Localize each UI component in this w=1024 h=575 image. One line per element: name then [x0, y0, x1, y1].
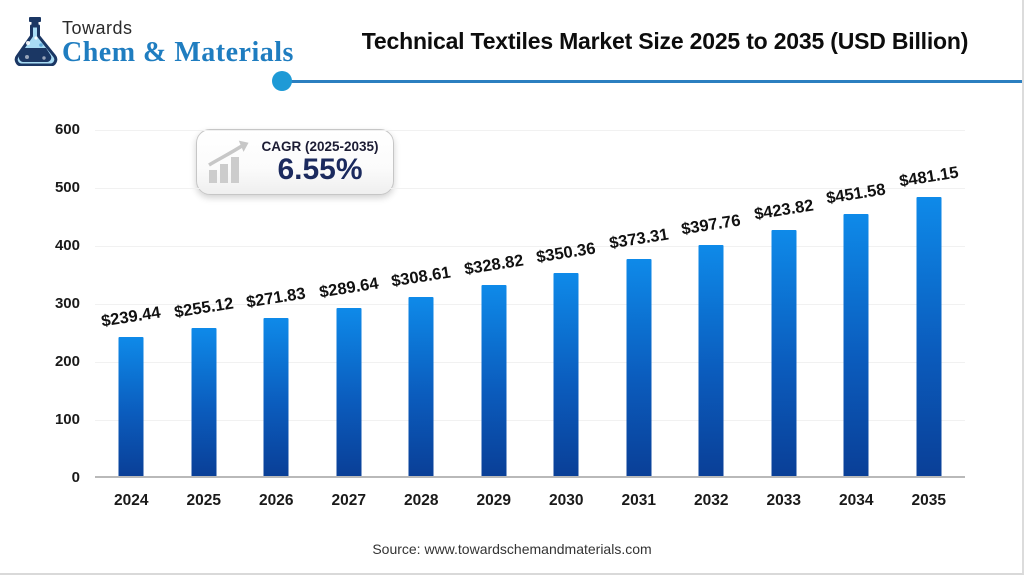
- x-axis-label: 2031: [621, 492, 656, 509]
- x-axis-label: 2029: [476, 492, 511, 509]
- gridline: [95, 130, 965, 131]
- bar: [843, 214, 869, 476]
- y-axis-label: 500: [54, 179, 80, 196]
- page-title: Technical Textiles Market Size 2025 to 2…: [361, 28, 969, 54]
- bar-column: $423.82 2033: [748, 130, 821, 509]
- source-text: Source: www.towardschemandmaterials.com: [372, 541, 652, 557]
- bar-value-label: $308.61: [390, 263, 453, 291]
- bar-value-label: $255.12: [172, 294, 235, 322]
- bar: [481, 285, 507, 476]
- bar: [698, 245, 724, 476]
- bar-value-label: $423.82: [752, 196, 815, 224]
- bar-value-label: $239.44: [100, 303, 163, 331]
- x-axis-label: 2035: [911, 492, 946, 509]
- x-axis-label: 2030: [549, 492, 584, 509]
- divider-dot: [272, 71, 292, 91]
- bar: [408, 297, 434, 476]
- bar-column: $255.12 2025: [168, 130, 241, 509]
- bar-value-label: $373.31: [607, 225, 670, 254]
- bar-value-label: $271.83: [245, 284, 308, 312]
- bar-value-label: $481.15: [897, 163, 960, 191]
- y-axis-label: 0: [71, 469, 80, 486]
- gridline: [95, 188, 965, 189]
- logo-towards-text: Towards: [62, 18, 133, 38]
- bar-value-label: $350.36: [535, 239, 598, 267]
- x-axis-label: 2026: [259, 492, 294, 509]
- cagr-label: CAGR (2025-2035): [261, 138, 379, 154]
- bar-column: $328.82 2029: [458, 130, 531, 509]
- cagr-value: 6.55%: [277, 152, 363, 186]
- bar-column: $350.36 2030: [530, 130, 603, 509]
- bar-value-label: $451.58: [825, 180, 888, 208]
- x-axis-label: 2024: [114, 492, 149, 509]
- y-axis-label: 300: [54, 295, 80, 312]
- bar-column: $308.61 2028: [385, 130, 458, 509]
- bar: [626, 259, 652, 476]
- bar: [118, 337, 144, 476]
- gridline: [95, 246, 965, 247]
- bar-value-label: $397.76: [680, 211, 743, 239]
- y-axis-label: 200: [54, 353, 80, 370]
- plot-area: $239.44 2024 $255.12 2025 $271.83 2026 $289.64…: [95, 130, 966, 509]
- bar: [336, 308, 362, 476]
- y-axis-label: 400: [54, 237, 80, 254]
- bar-column: $271.83 2026: [240, 130, 313, 509]
- bar-column: $373.31 2031: [603, 130, 676, 509]
- gridline: [95, 420, 965, 421]
- x-axis-label: 2033: [766, 492, 801, 509]
- bar: [553, 272, 579, 476]
- bar-column: $289.64 2027: [313, 130, 386, 509]
- growth-chart-icon: [208, 140, 249, 183]
- logo-brand-text: Chem & Materials: [62, 37, 294, 68]
- x-axis-label: 2028: [404, 492, 439, 509]
- bar-column: $239.44 2024: [95, 130, 168, 509]
- bar-value-label: $289.64: [317, 274, 380, 302]
- bar-column: $397.76 2032: [675, 130, 748, 509]
- cagr-badge: CAGR (2025-2035) 6.55%: [196, 129, 394, 195]
- gridline: [95, 362, 965, 363]
- bar-column: $451.58 2034: [820, 130, 893, 509]
- x-axis-label: 2025: [186, 492, 221, 509]
- bar-value-label: $328.82: [462, 251, 525, 279]
- bar: [191, 328, 217, 476]
- bar-column: $481.15 2035: [893, 130, 966, 509]
- x-axis-label: 2034: [839, 492, 874, 509]
- y-axis-label: 600: [54, 121, 80, 138]
- bar: [771, 230, 797, 476]
- bar: [263, 318, 289, 476]
- x-axis-label: 2027: [331, 492, 366, 509]
- logo: Towards Chem & Materials: [14, 16, 294, 67]
- bar: [916, 196, 942, 476]
- x-axis-label: 2032: [694, 492, 729, 509]
- flask-icon: [14, 17, 58, 66]
- y-axis-label: 100: [54, 411, 80, 428]
- divider-line: [283, 80, 1022, 83]
- gridline: [95, 304, 965, 305]
